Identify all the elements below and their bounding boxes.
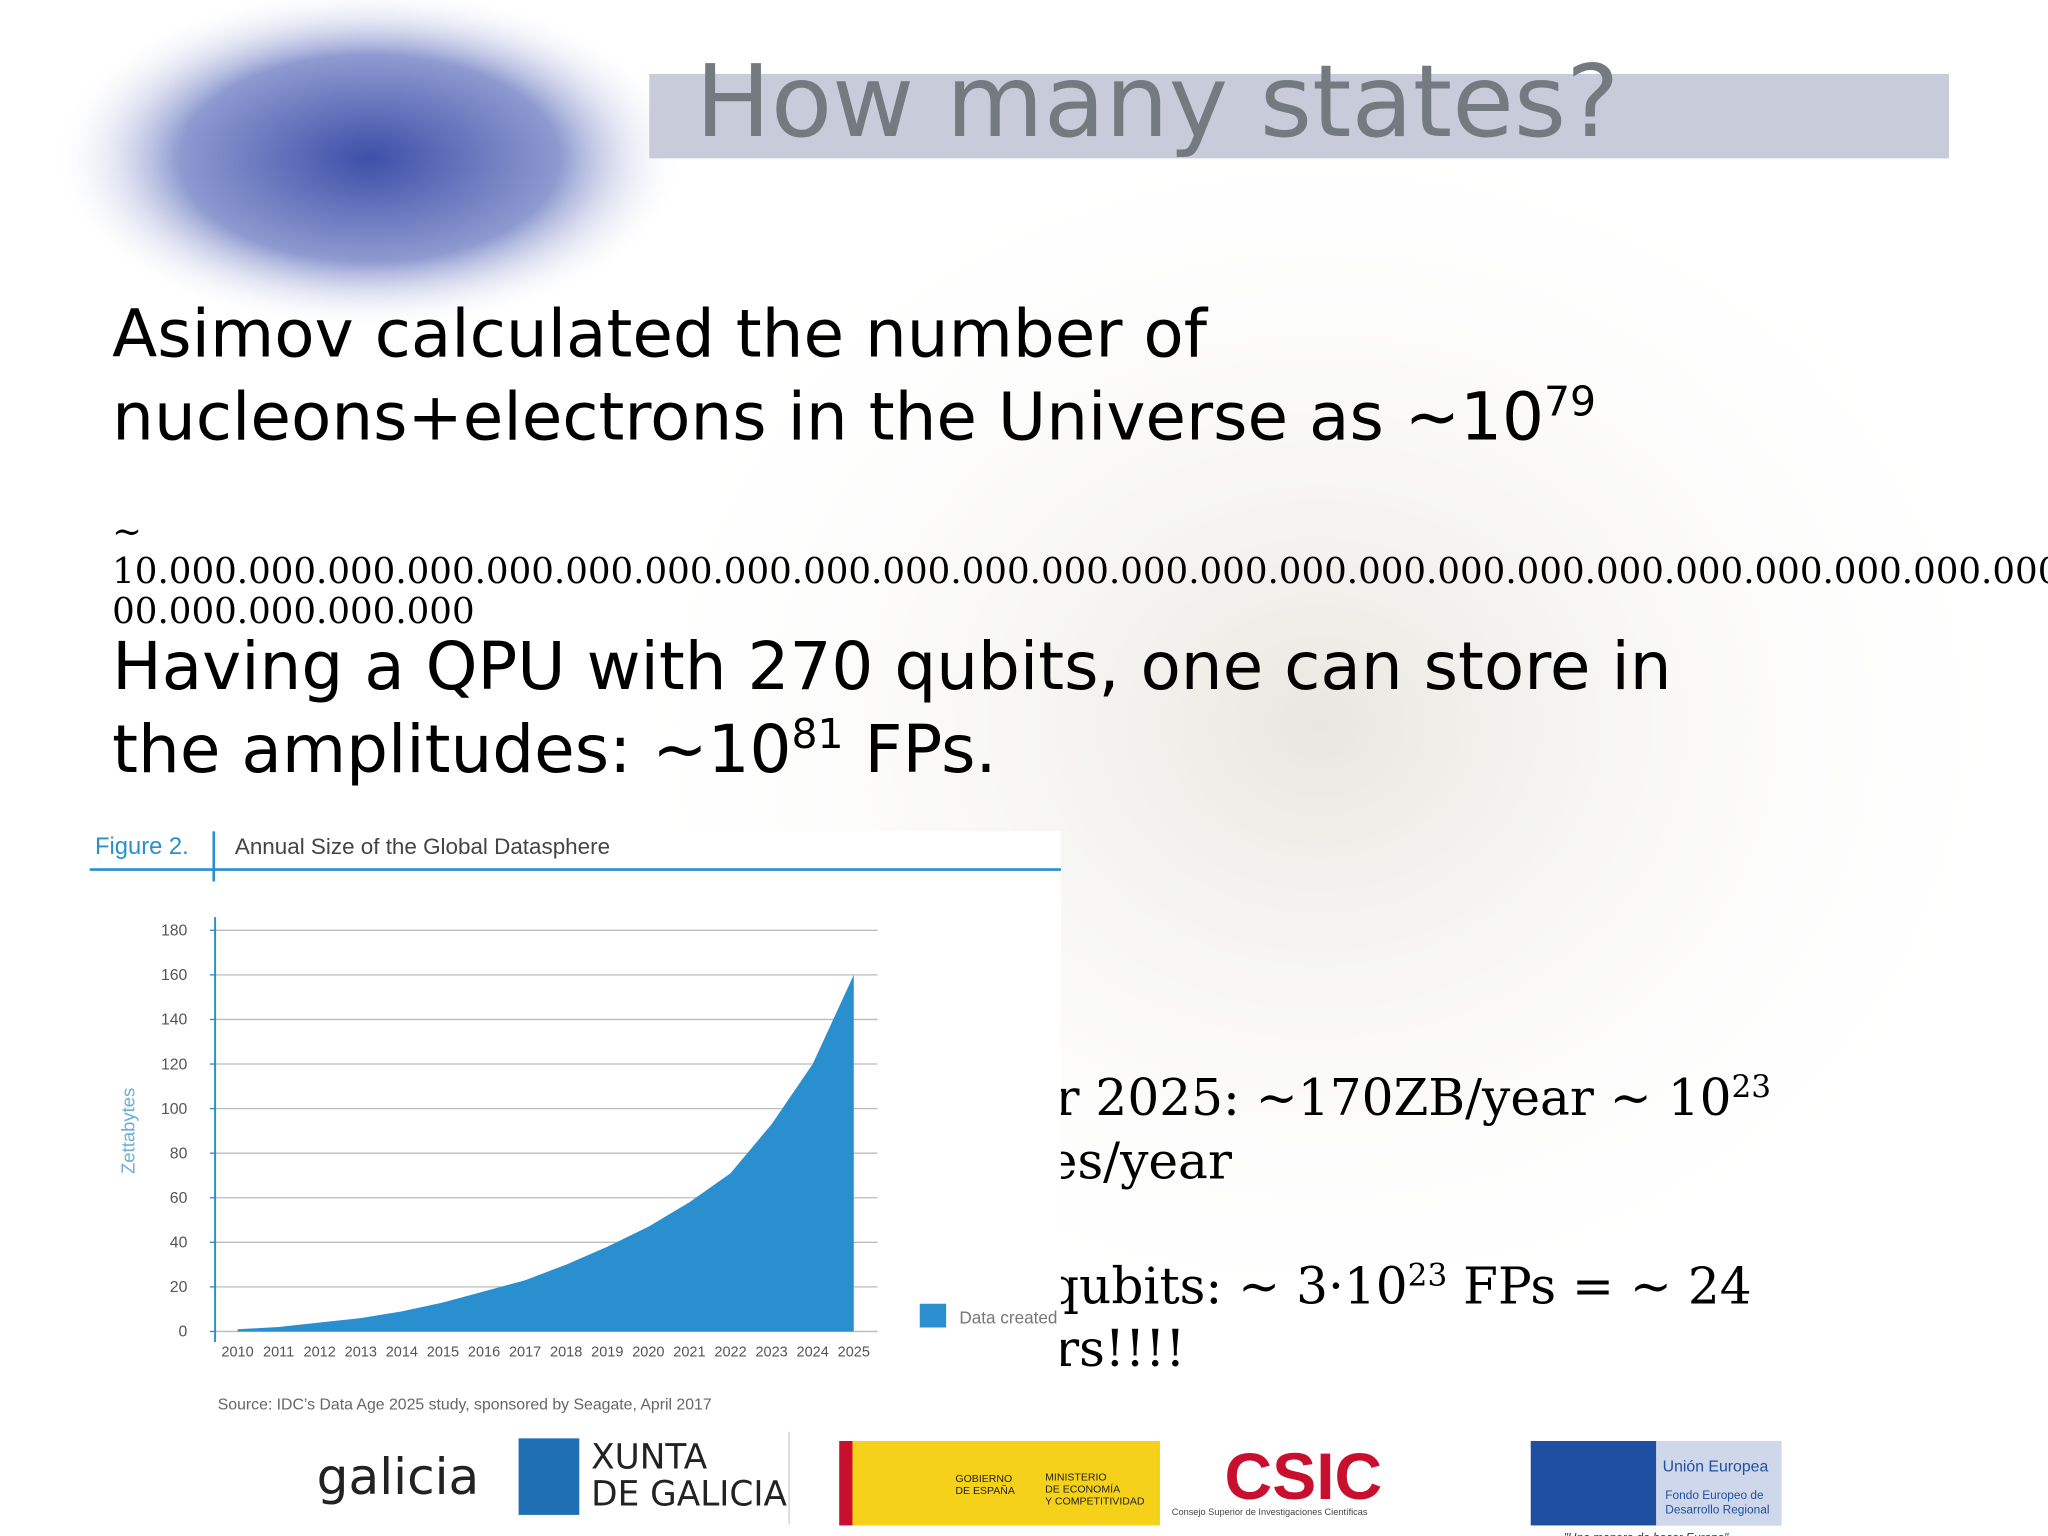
figure-panel xyxy=(89,831,1061,1428)
logo-text: Unión Europea xyxy=(1663,1458,1769,1475)
chart: Figure 2. Annual Size of the Global Datas… xyxy=(89,831,1061,1413)
legend-swatch xyxy=(919,1303,947,1328)
logo-text: DE GALICIA xyxy=(591,1475,787,1515)
y-axis-label: Zettabytes xyxy=(118,1088,139,1174)
y-tick-label: 80 xyxy=(170,1145,188,1162)
logo-text: GOBIERNO xyxy=(955,1473,1012,1485)
logo-text: galicia xyxy=(317,1447,480,1506)
logo-text: DE ESPAÑA xyxy=(955,1484,1016,1497)
superscript: 23 xyxy=(1732,1069,1772,1105)
slide-title: How many states? xyxy=(695,43,1619,160)
logo-text: XUNTA xyxy=(591,1438,708,1478)
text-line: the amplitudes: ~1081 FPs. xyxy=(112,710,996,788)
xunta-emblem xyxy=(518,1438,580,1515)
logo-text: Desarrollo Regional xyxy=(1665,1503,1769,1517)
flag-stripe xyxy=(839,1440,853,1526)
content: Asimov calculated the number ofnucleons+… xyxy=(112,295,2048,1377)
x-tick-label: 2012 xyxy=(304,1345,336,1361)
y-tick-label: 0 xyxy=(179,1324,188,1341)
line-text: Year 2025: ~170ZB/year ~ 10 xyxy=(966,1068,1731,1127)
logo-text: Fondo Europeo de xyxy=(1665,1488,1764,1502)
line-text: FPs = ~ 24 xyxy=(1447,1257,1751,1316)
x-tick-label: 2016 xyxy=(468,1345,500,1361)
line-text: nucleons+electrons in the Universe as ~1… xyxy=(112,378,1544,455)
x-tick-label: 2023 xyxy=(755,1345,787,1361)
x-tick-label: 2018 xyxy=(550,1345,582,1361)
text-line: Having a QPU with 270 qubits, one can st… xyxy=(112,628,1671,705)
text-line: 75 qubits: ~ 3·1023 FPs = ~ 24 xyxy=(967,1257,1751,1316)
superscript: 23 xyxy=(1408,1258,1448,1294)
circuit-image xyxy=(52,0,687,330)
x-tick-label: 2011 xyxy=(263,1345,294,1361)
chart-title: Annual Size of the Global Datasphere xyxy=(235,834,610,859)
logo-text: MINISTERIO xyxy=(1045,1472,1107,1484)
logo-text: DE ECONOMÍA xyxy=(1045,1482,1121,1495)
big-number-line: 10.000.000.000.000.000.000.000.000.000.0… xyxy=(112,551,2048,592)
logo-text: Consejo Superior de Investigaciones Cien… xyxy=(1172,1507,1368,1517)
area xyxy=(237,974,854,1332)
logo-text: "Una manera de hacer Europa" xyxy=(1564,1530,1729,1536)
x-tick-label: 2010 xyxy=(221,1345,253,1361)
figure-label: Figure 2. xyxy=(95,833,189,860)
y-tick-label: 60 xyxy=(170,1190,188,1207)
y-tick-label: 100 xyxy=(161,1101,188,1118)
big-number-line: ~ xyxy=(112,512,142,553)
x-tick-label: 2014 xyxy=(386,1345,418,1361)
y-tick-label: 20 xyxy=(170,1279,188,1296)
x-tick-label: 2020 xyxy=(632,1345,664,1361)
text-line: nucleons+electrons in the Universe as ~1… xyxy=(112,377,1596,455)
logo-text: Y COMPETITIVIDAD xyxy=(1045,1495,1145,1507)
y-tick-label: 140 xyxy=(161,1012,188,1029)
superscript: 79 xyxy=(1544,377,1596,425)
line-text: FPs. xyxy=(844,711,997,788)
y-tick-label: 160 xyxy=(161,967,188,984)
ue-text-block xyxy=(1656,1440,1782,1526)
logo-text: CSIC xyxy=(1225,1439,1383,1513)
x-tick-label: 2024 xyxy=(797,1345,829,1361)
x-tick-label: 2017 xyxy=(509,1345,541,1361)
big-number-line: 00.000.000.000.000 xyxy=(112,591,474,632)
text-line: Asimov calculated the number of xyxy=(112,295,1209,372)
x-tick-label: 2021 xyxy=(673,1345,705,1361)
title-band xyxy=(649,73,1950,159)
x-tick-label: 2022 xyxy=(714,1345,746,1361)
x-tick-label: 2015 xyxy=(427,1345,459,1361)
y-tick-label: 40 xyxy=(170,1235,188,1252)
line-text: Having a QPU with 270 qubits, one can st… xyxy=(112,628,1671,705)
line-text: the amplitudes: ~10 xyxy=(112,711,791,788)
x-tick-label: 2019 xyxy=(591,1345,623,1361)
gobierno-block xyxy=(839,1440,1160,1526)
text-line: Year 2025: ~170ZB/year ~ 1023 xyxy=(966,1068,1771,1127)
line-text: Asimov calculated the number of xyxy=(112,295,1209,372)
y-tick-label: 180 xyxy=(161,923,188,940)
chart-source: Source: IDC’s Data Age 2025 study, spons… xyxy=(218,1396,712,1413)
x-tick-label: 2025 xyxy=(838,1345,870,1361)
x-tick-label: 2013 xyxy=(345,1345,377,1361)
y-tick-label: 120 xyxy=(161,1056,188,1073)
legend-label: Data created xyxy=(959,1308,1057,1328)
superscript: 81 xyxy=(792,710,844,758)
